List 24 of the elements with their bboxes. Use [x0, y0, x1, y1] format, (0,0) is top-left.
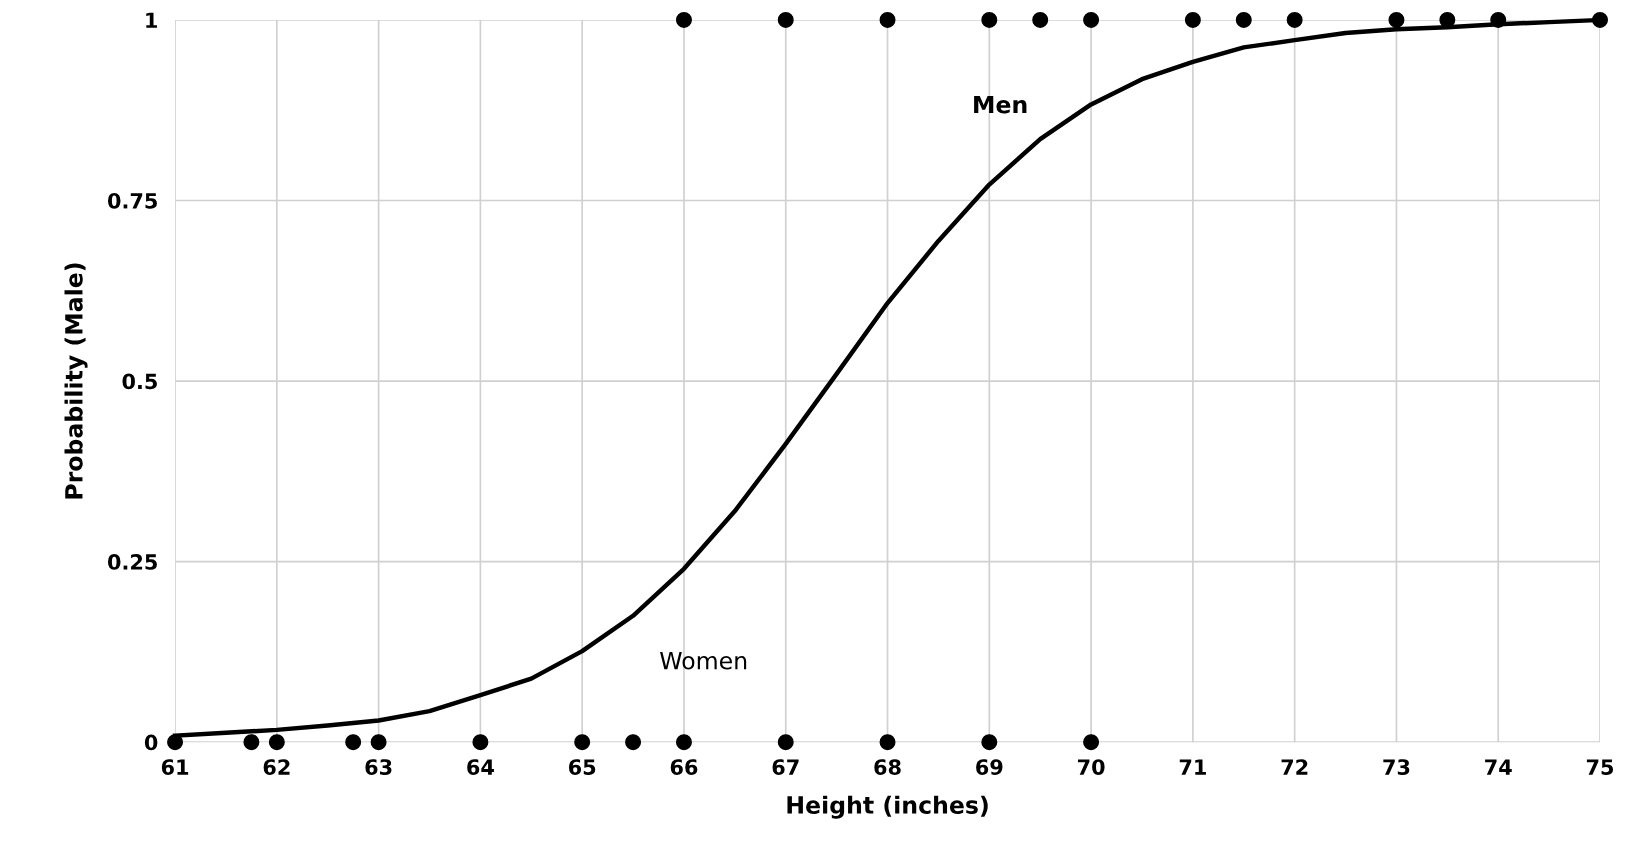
x-tick-label: 72: [1281, 759, 1308, 775]
x-tick-label: 73: [1383, 759, 1410, 775]
y-tick-label: 0.5: [122, 373, 157, 390]
x-tick-label: 61: [161, 759, 189, 775]
x-tick-label: 69: [976, 759, 1003, 775]
y-tick-label: 0.25: [107, 554, 157, 570]
x-tick-label: 68: [874, 759, 901, 775]
x-tick-label: 71: [1179, 759, 1206, 775]
x-tick-label: 63: [365, 759, 392, 775]
x-axis-title: Height (inches): [787, 795, 988, 819]
annotation: Women: [660, 652, 747, 670]
y-axis-title: Probability (Male): [64, 263, 88, 499]
x-tick-label: 67: [772, 759, 799, 775]
x-tick-label: 65: [568, 759, 596, 775]
y-tick-label: 0.75: [107, 192, 157, 209]
x-tick-label: 70: [1077, 759, 1105, 775]
annotation: Men: [974, 95, 1027, 114]
y-tick-label: 1: [146, 12, 157, 28]
x-tick-label: 75: [1586, 759, 1614, 775]
y-tick-label: 0: [144, 734, 158, 751]
x-tick-label: 62: [263, 759, 290, 775]
x-tick-label: 66: [670, 759, 698, 775]
x-tick-label: 64: [467, 759, 494, 775]
x-tick-label: 74: [1485, 759, 1512, 775]
